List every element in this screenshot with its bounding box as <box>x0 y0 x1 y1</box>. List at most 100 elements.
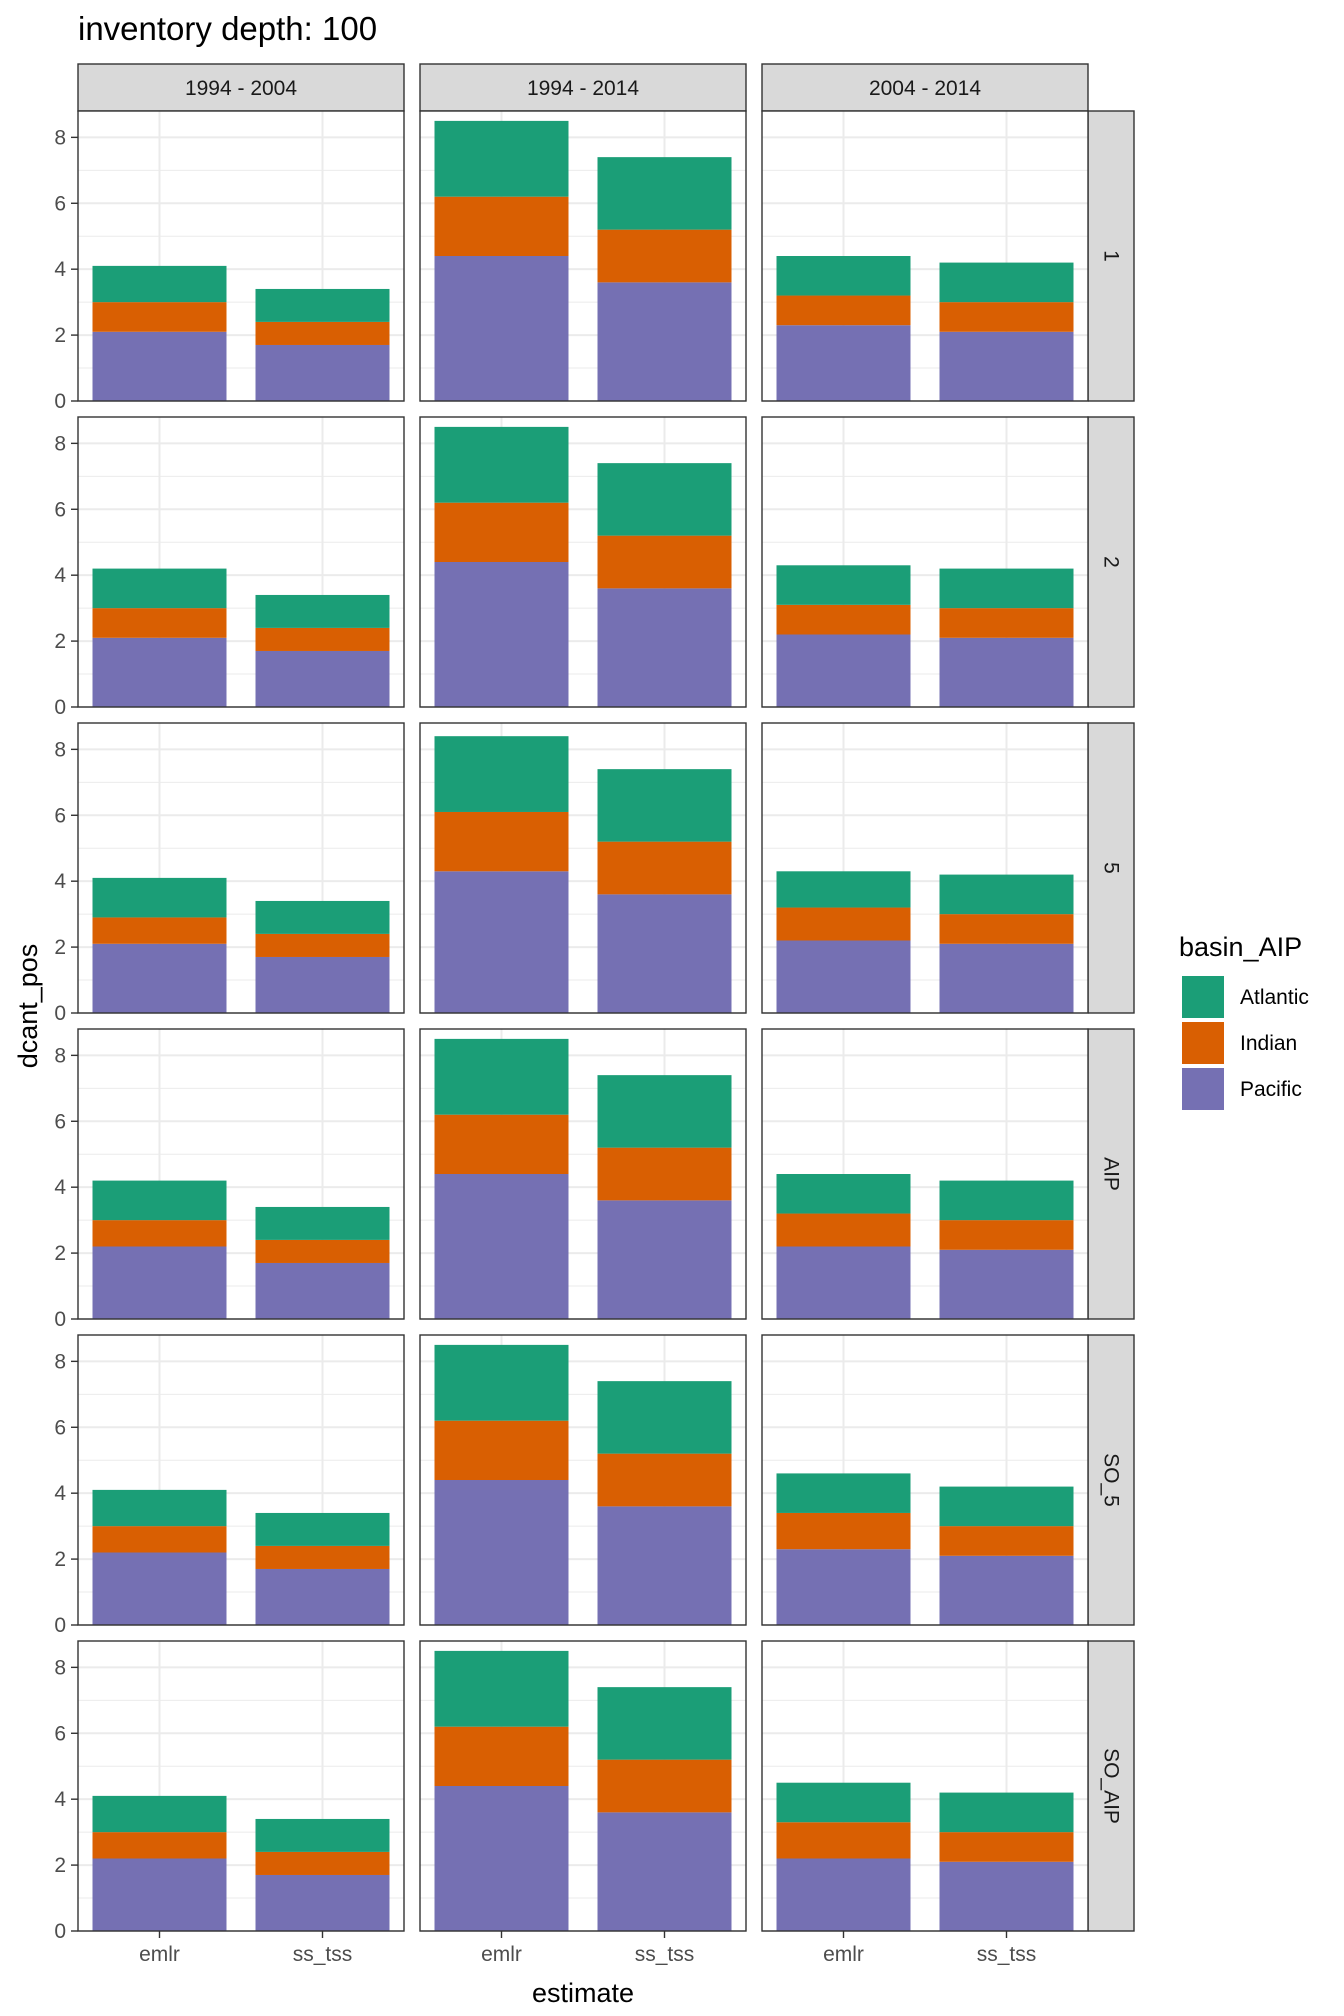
facet-panel <box>77 1334 405 1626</box>
bar-indian-ss-tss <box>255 1545 390 1569</box>
row-strip-label: SO_AIP <box>1100 1748 1123 1824</box>
row-strip-label: AIP <box>1100 1157 1123 1191</box>
bar-atlantic-emlr <box>434 120 569 197</box>
panel-border <box>419 1028 747 1320</box>
legend-key-indian <box>1182 1022 1224 1064</box>
bar-indian-emlr <box>92 302 227 332</box>
bar-pacific-emlr <box>434 256 569 401</box>
bar-pacific-emlr <box>92 943 227 1013</box>
facet-panel <box>77 110 405 402</box>
panel-border <box>761 1028 1089 1320</box>
bar-indian-ss-tss <box>939 608 1074 638</box>
y-tick-label: 0 <box>54 1920 66 1943</box>
y-tick-label: 8 <box>54 432 66 455</box>
bar-pacific-ss-tss <box>255 1262 390 1319</box>
y-tick-label: 6 <box>54 1416 66 1439</box>
legend-label-pacific: Pacific <box>1240 1078 1302 1101</box>
col-strip-label: 1994 - 2004 <box>185 77 297 100</box>
bar-pacific-ss-tss <box>255 1568 390 1625</box>
bar-pacific-ss-tss <box>255 956 390 1013</box>
bar-indian-ss-tss <box>255 1239 390 1263</box>
bar-atlantic-ss-tss <box>597 769 732 842</box>
col-strip-label: 2004 - 2014 <box>869 77 981 100</box>
legend-key-pacific <box>1182 1068 1224 1110</box>
col-strip <box>761 63 1089 112</box>
y-tick-label: 0 <box>54 696 66 719</box>
bar-atlantic-ss-tss <box>597 1075 732 1148</box>
bar-atlantic-ss-tss <box>255 594 390 628</box>
bar-atlantic-emlr <box>776 1782 911 1823</box>
y-tick-label: 6 <box>54 804 66 827</box>
bar-atlantic-emlr <box>776 565 911 605</box>
panel-border <box>761 416 1089 708</box>
legend: Atlantic Indian Pacific <box>1182 976 1309 1110</box>
bar-pacific-emlr <box>776 1246 911 1319</box>
bar-atlantic-ss-tss <box>939 1180 1074 1221</box>
bar-indian-ss-tss <box>255 933 390 957</box>
bar-pacific-emlr <box>434 1480 569 1625</box>
row-strip-label: SO_5 <box>1100 1453 1123 1507</box>
y-tick-label: 8 <box>54 1044 66 1067</box>
bar-atlantic-ss-tss <box>255 1512 390 1546</box>
bar-pacific-ss-tss <box>597 1506 732 1625</box>
bar-pacific-emlr <box>776 1858 911 1931</box>
bar-indian-ss-tss <box>939 1526 1074 1556</box>
facet-panel <box>419 722 747 1014</box>
col-strip <box>77 63 405 112</box>
panel-border <box>77 1028 405 1320</box>
bar-indian-emlr <box>434 1114 569 1174</box>
bar-indian-ss-tss <box>255 1851 390 1875</box>
bar-indian-ss-tss <box>939 302 1074 332</box>
bar-indian-emlr <box>776 907 911 941</box>
y-tick-label: 6 <box>54 498 66 521</box>
bar-indian-ss-tss <box>597 1453 732 1507</box>
bar-pacific-ss-tss <box>597 894 732 1013</box>
x-tick-label: emlr <box>823 1943 864 1966</box>
bar-indian-ss-tss <box>939 914 1074 944</box>
bar-pacific-ss-tss <box>255 1874 390 1931</box>
bar-atlantic-ss-tss <box>597 1687 732 1760</box>
bar-pacific-ss-tss <box>597 588 732 707</box>
bar-indian-emlr <box>92 917 227 944</box>
row-strip <box>1087 416 1135 708</box>
panel-border <box>419 416 747 708</box>
bar-pacific-emlr <box>776 325 911 401</box>
y-tick-label: 2 <box>54 1548 66 1571</box>
bar-pacific-ss-tss <box>939 1555 1074 1625</box>
bar-atlantic-ss-tss <box>939 874 1074 915</box>
y-tick-label: 4 <box>54 564 66 587</box>
bar-indian-emlr <box>776 1512 911 1550</box>
bar-atlantic-ss-tss <box>939 1486 1074 1527</box>
facet-panel <box>77 1640 405 1932</box>
bar-atlantic-emlr <box>92 1489 227 1527</box>
bar-atlantic-emlr <box>434 736 569 812</box>
legend-label-indian: Indian <box>1240 1032 1297 1055</box>
y-tick-label: 4 <box>54 1176 66 1199</box>
bar-pacific-ss-tss <box>939 637 1074 707</box>
bar-indian-ss-tss <box>597 1759 732 1813</box>
y-tick-label: 6 <box>54 1110 66 1133</box>
bar-indian-emlr <box>92 1526 227 1553</box>
bar-indian-emlr <box>434 1420 569 1480</box>
bar-atlantic-emlr <box>92 568 227 609</box>
bar-pacific-ss-tss <box>939 943 1074 1013</box>
bar-pacific-emlr <box>434 562 569 707</box>
bar-pacific-emlr <box>92 331 227 401</box>
y-tick-label: 2 <box>54 1854 66 1877</box>
bar-atlantic-ss-tss <box>255 288 390 322</box>
bar-indian-emlr <box>434 811 569 872</box>
panel-border <box>77 1640 405 1932</box>
bar-pacific-ss-tss <box>597 1200 732 1319</box>
bar-indian-emlr <box>92 1832 227 1859</box>
bar-pacific-emlr <box>434 1786 569 1931</box>
bar-atlantic-ss-tss <box>255 1206 390 1240</box>
bar-pacific-ss-tss <box>255 344 390 401</box>
bar-pacific-emlr <box>92 1858 227 1931</box>
bar-atlantic-ss-tss <box>597 1381 732 1454</box>
row-strip-label: 1 <box>1100 250 1123 262</box>
y-tick-label: 0 <box>54 1002 66 1025</box>
panel-border <box>761 722 1089 1014</box>
bar-pacific-ss-tss <box>939 1861 1074 1931</box>
bar-indian-ss-tss <box>939 1220 1074 1250</box>
